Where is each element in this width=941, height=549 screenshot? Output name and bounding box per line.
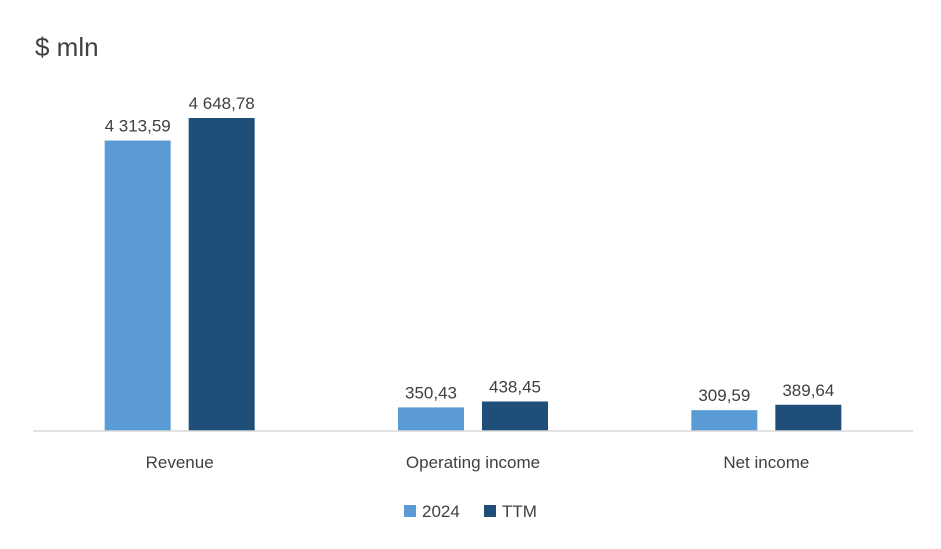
data-label: 350,43 (405, 383, 457, 402)
category-labels-group: Revenue Operating income Net income (146, 453, 810, 472)
legend-swatch-ttm (484, 505, 496, 517)
bar-2024-net-income (691, 410, 758, 431)
data-label: 4 648,78 (189, 94, 255, 113)
data-labels-group: 4 313,59 4 648,78 350,43 438,45 309,59 389,64 (105, 94, 835, 405)
bar-ttm-net-income (775, 404, 842, 431)
legend-label-ttm: TTM (502, 502, 537, 521)
data-label: 4 313,59 (105, 117, 171, 136)
bar-ttm-operating-income (482, 401, 548, 431)
chart-title: $ mln (35, 32, 99, 62)
data-label: 389,64 (782, 381, 834, 400)
category-label: Net income (723, 453, 809, 472)
legend-label-2024: 2024 (422, 502, 460, 521)
bars-group (104, 118, 842, 431)
category-label: Operating income (406, 453, 540, 472)
bar-2024-revenue (104, 140, 171, 431)
bar-ttm-revenue (188, 118, 255, 431)
category-label: Revenue (146, 453, 214, 472)
legend: 2024 TTM (404, 502, 537, 521)
bar-2024-operating-income (398, 407, 464, 431)
legend-swatch-2024 (404, 505, 416, 517)
data-label: 309,59 (698, 386, 750, 405)
data-label: 438,45 (489, 377, 541, 396)
